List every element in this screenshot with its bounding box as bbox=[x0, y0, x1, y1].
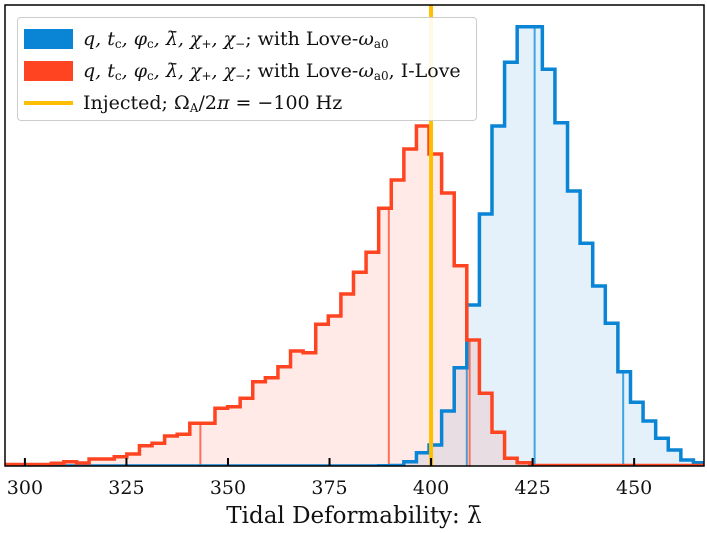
legend-label-segment: = −100 Hz bbox=[229, 91, 343, 114]
histogram-fill-1 bbox=[5, 126, 704, 466]
legend-swatch-blue bbox=[24, 29, 73, 49]
legend-label-segment: a0 bbox=[373, 68, 389, 83]
legend-label-segment: π bbox=[216, 91, 230, 114]
legend-label-segment: c bbox=[114, 68, 122, 83]
x-tick-label: 400 bbox=[413, 477, 449, 499]
legend-label-segment: Injected; Ω bbox=[83, 91, 190, 114]
legend-label: q, tc, φc, λ̄, χ+, χ−; with Love-ωa0 bbox=[83, 28, 389, 51]
legend-label-segment: c bbox=[147, 68, 154, 83]
legend-label-segment: /2 bbox=[198, 91, 217, 114]
legend-line-injected bbox=[24, 101, 73, 105]
legend-label-segment: − bbox=[235, 36, 246, 51]
histogram-fill-0 bbox=[5, 26, 704, 466]
x-tick-label: 450 bbox=[616, 477, 652, 499]
legend-label-segment: q, t bbox=[83, 27, 115, 50]
legend-label-segment: , χ bbox=[211, 27, 236, 50]
legend-label-segment: ω bbox=[358, 27, 374, 50]
histogram-outline-0 bbox=[5, 24, 704, 466]
x-tick-label: 300 bbox=[7, 477, 43, 499]
legend-label-segment: , φ bbox=[121, 59, 148, 82]
legend-label-segment: , λ̄, χ bbox=[153, 59, 202, 82]
legend: q, tc, φc, λ̄, χ+, χ−; with Love-ωa0 q, … bbox=[17, 17, 477, 121]
legend-label-segment: , I-Love bbox=[388, 59, 461, 82]
legend-label-segment: ; with Love- bbox=[245, 27, 359, 50]
legend-label-segment: + bbox=[201, 68, 212, 83]
legend-label-segment: + bbox=[201, 36, 212, 51]
legend-swatch-red bbox=[24, 61, 73, 81]
axes-frame bbox=[4, 4, 705, 467]
legend-label-segment: q, t bbox=[83, 59, 115, 82]
legend-label-segment: A bbox=[189, 100, 199, 115]
x-tick-label: 350 bbox=[210, 477, 246, 499]
legend-label-segment: a0 bbox=[373, 36, 389, 51]
legend-entry-love: q, tc, φc, λ̄, χ+, χ−; with Love-ωa0 bbox=[24, 24, 389, 54]
legend-entry-injected: Injected; ΩA/2π = −100 Hz bbox=[24, 88, 342, 118]
x-tick-label: 375 bbox=[311, 477, 347, 499]
legend-label-segment: , φ bbox=[121, 27, 148, 50]
legend-entry-ilove: q, tc, φc, λ̄, χ+, χ−; with Love-ωa0, I-… bbox=[24, 56, 461, 86]
plot-area: 300 325 350 375 400 425 450 bbox=[4, 4, 705, 499]
legend-label-segment: c bbox=[114, 36, 122, 51]
x-tick-label: 425 bbox=[514, 477, 550, 499]
legend-label: q, tc, φc, λ̄, χ+, χ−; with Love-ωa0, I-… bbox=[83, 60, 461, 83]
legend-label-segment: , χ bbox=[211, 59, 236, 82]
histogram-outline-1 bbox=[5, 124, 704, 466]
x-tick-label: 325 bbox=[108, 477, 144, 499]
legend-label-segment: ; with Love- bbox=[245, 59, 359, 82]
legend-label-segment: − bbox=[235, 68, 246, 83]
legend-label: Injected; ΩA/2π = −100 Hz bbox=[83, 92, 342, 115]
legend-label-segment: , λ̄, χ bbox=[153, 27, 202, 50]
legend-label-segment: c bbox=[147, 36, 154, 51]
x-axis-label: Tidal Deformability: λ̄ bbox=[226, 503, 481, 529]
legend-label-segment: ω bbox=[358, 59, 374, 82]
